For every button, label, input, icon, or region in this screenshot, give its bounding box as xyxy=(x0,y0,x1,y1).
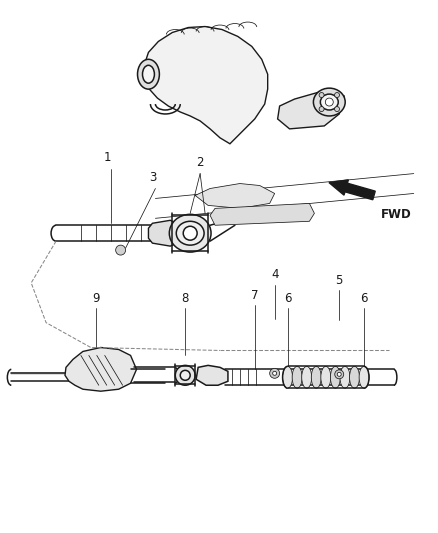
Text: 9: 9 xyxy=(92,292,99,305)
Text: 3: 3 xyxy=(149,171,156,183)
Ellipse shape xyxy=(340,366,350,388)
Ellipse shape xyxy=(138,59,159,89)
Ellipse shape xyxy=(359,366,369,388)
Ellipse shape xyxy=(175,365,195,385)
Ellipse shape xyxy=(321,366,331,388)
Ellipse shape xyxy=(350,366,360,388)
Ellipse shape xyxy=(176,221,204,245)
Text: 6: 6 xyxy=(284,292,291,305)
Polygon shape xyxy=(196,365,228,385)
Text: FWD: FWD xyxy=(381,208,412,221)
Polygon shape xyxy=(278,89,344,129)
Polygon shape xyxy=(65,348,137,391)
Ellipse shape xyxy=(319,93,324,98)
Ellipse shape xyxy=(311,366,321,388)
Ellipse shape xyxy=(180,370,190,380)
Ellipse shape xyxy=(337,373,341,376)
Ellipse shape xyxy=(335,107,339,111)
Ellipse shape xyxy=(283,366,293,388)
Ellipse shape xyxy=(335,370,344,379)
Ellipse shape xyxy=(302,366,312,388)
Text: 4: 4 xyxy=(271,268,279,281)
Text: 7: 7 xyxy=(251,289,258,302)
Ellipse shape xyxy=(319,107,324,111)
Ellipse shape xyxy=(273,372,277,375)
Polygon shape xyxy=(210,204,314,225)
Polygon shape xyxy=(145,27,268,144)
Text: 6: 6 xyxy=(360,292,368,305)
Ellipse shape xyxy=(335,93,339,98)
Ellipse shape xyxy=(320,94,338,110)
Ellipse shape xyxy=(142,65,155,83)
Polygon shape xyxy=(148,220,176,246)
Text: 1: 1 xyxy=(104,151,111,164)
Ellipse shape xyxy=(116,245,126,255)
FancyArrow shape xyxy=(329,180,375,200)
Ellipse shape xyxy=(325,98,333,106)
Ellipse shape xyxy=(314,88,345,116)
Ellipse shape xyxy=(170,214,211,252)
Text: 5: 5 xyxy=(336,274,343,287)
Ellipse shape xyxy=(330,366,340,388)
Text: 2: 2 xyxy=(196,156,204,168)
Text: 8: 8 xyxy=(181,292,189,305)
Polygon shape xyxy=(195,183,275,208)
Ellipse shape xyxy=(270,368,279,378)
Ellipse shape xyxy=(292,366,302,388)
Ellipse shape xyxy=(183,226,197,240)
